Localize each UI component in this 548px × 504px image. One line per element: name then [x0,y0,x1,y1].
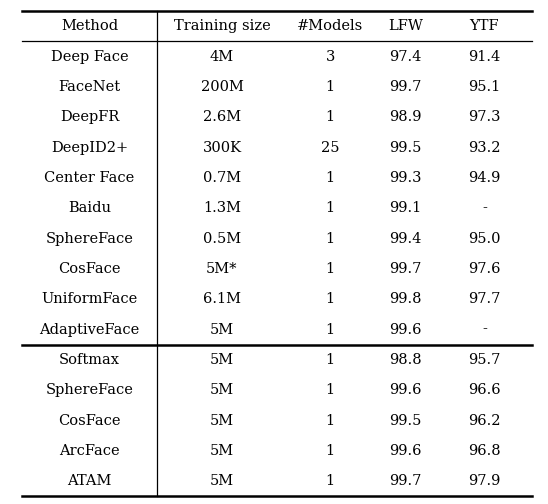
Text: -: - [482,323,487,337]
Text: 94.9: 94.9 [468,171,501,185]
Text: CosFace: CosFace [58,262,121,276]
Text: -: - [482,201,487,215]
Text: 1: 1 [326,383,335,397]
Text: 99.6: 99.6 [389,383,421,397]
Text: 5M: 5M [210,353,234,367]
Text: 99.1: 99.1 [389,201,421,215]
Text: 99.5: 99.5 [389,414,421,427]
Text: #Models: #Models [297,19,363,33]
Text: 97.4: 97.4 [389,49,421,64]
Text: 5M: 5M [210,474,234,488]
Text: 1: 1 [326,171,335,185]
Text: 99.6: 99.6 [389,323,421,337]
Text: 25: 25 [321,141,340,155]
Text: 1: 1 [326,232,335,245]
Text: 6.1M: 6.1M [203,292,241,306]
Text: 1: 1 [326,80,335,94]
Text: Baidu: Baidu [68,201,111,215]
Text: 1: 1 [326,201,335,215]
Text: Deep Face: Deep Face [50,49,128,64]
Text: 5M*: 5M* [206,262,238,276]
Text: DeepID2+: DeepID2+ [51,141,128,155]
Text: 4M: 4M [210,49,234,64]
Text: 97.6: 97.6 [468,262,501,276]
Text: 0.5M: 0.5M [203,232,241,245]
Text: 5M: 5M [210,414,234,427]
Text: 99.4: 99.4 [389,232,421,245]
Text: 5M: 5M [210,383,234,397]
Text: 1: 1 [326,444,335,458]
Text: 1: 1 [326,110,335,124]
Text: 1.3M: 1.3M [203,201,241,215]
Text: 0.7M: 0.7M [203,171,241,185]
Text: 99.7: 99.7 [389,262,421,276]
Text: 96.2: 96.2 [468,414,501,427]
Text: 97.7: 97.7 [468,292,501,306]
Text: DeepFR: DeepFR [60,110,119,124]
Text: 5M: 5M [210,323,234,337]
Text: 1: 1 [326,414,335,427]
Text: FaceNet: FaceNet [59,80,121,94]
Text: 1: 1 [326,323,335,337]
Text: Center Face: Center Face [44,171,135,185]
Text: 99.8: 99.8 [389,292,421,306]
Text: 95.0: 95.0 [468,232,501,245]
Text: 96.6: 96.6 [468,383,501,397]
Text: 97.3: 97.3 [468,110,501,124]
Text: UniformFace: UniformFace [41,292,138,306]
Text: 95.7: 95.7 [468,353,501,367]
Text: 99.5: 99.5 [389,141,421,155]
Text: 2.6M: 2.6M [203,110,241,124]
Text: 96.8: 96.8 [468,444,501,458]
Text: 91.4: 91.4 [469,49,500,64]
Text: 5M: 5M [210,444,234,458]
Text: AdaptiveFace: AdaptiveFace [39,323,140,337]
Text: 93.2: 93.2 [468,141,501,155]
Text: SphereFace: SphereFace [45,232,133,245]
Text: LFW: LFW [388,19,423,33]
Text: 98.9: 98.9 [389,110,421,124]
Text: 1: 1 [326,353,335,367]
Text: 99.7: 99.7 [389,80,421,94]
Text: 99.3: 99.3 [389,171,421,185]
Text: ATAM: ATAM [67,474,112,488]
Text: 99.7: 99.7 [389,474,421,488]
Text: 97.9: 97.9 [468,474,501,488]
Text: SphereFace: SphereFace [45,383,133,397]
Text: 3: 3 [326,49,335,64]
Text: Training size: Training size [174,19,270,33]
Text: 200M: 200M [201,80,243,94]
Text: Method: Method [61,19,118,33]
Text: CosFace: CosFace [58,414,121,427]
Text: YTF: YTF [470,19,499,33]
Text: 300K: 300K [202,141,242,155]
Text: 1: 1 [326,262,335,276]
Text: ArcFace: ArcFace [59,444,120,458]
Text: 98.8: 98.8 [389,353,422,367]
Text: 95.1: 95.1 [469,80,500,94]
Text: 1: 1 [326,292,335,306]
Text: Softmax: Softmax [59,353,120,367]
Text: 99.6: 99.6 [389,444,421,458]
Text: 1: 1 [326,474,335,488]
